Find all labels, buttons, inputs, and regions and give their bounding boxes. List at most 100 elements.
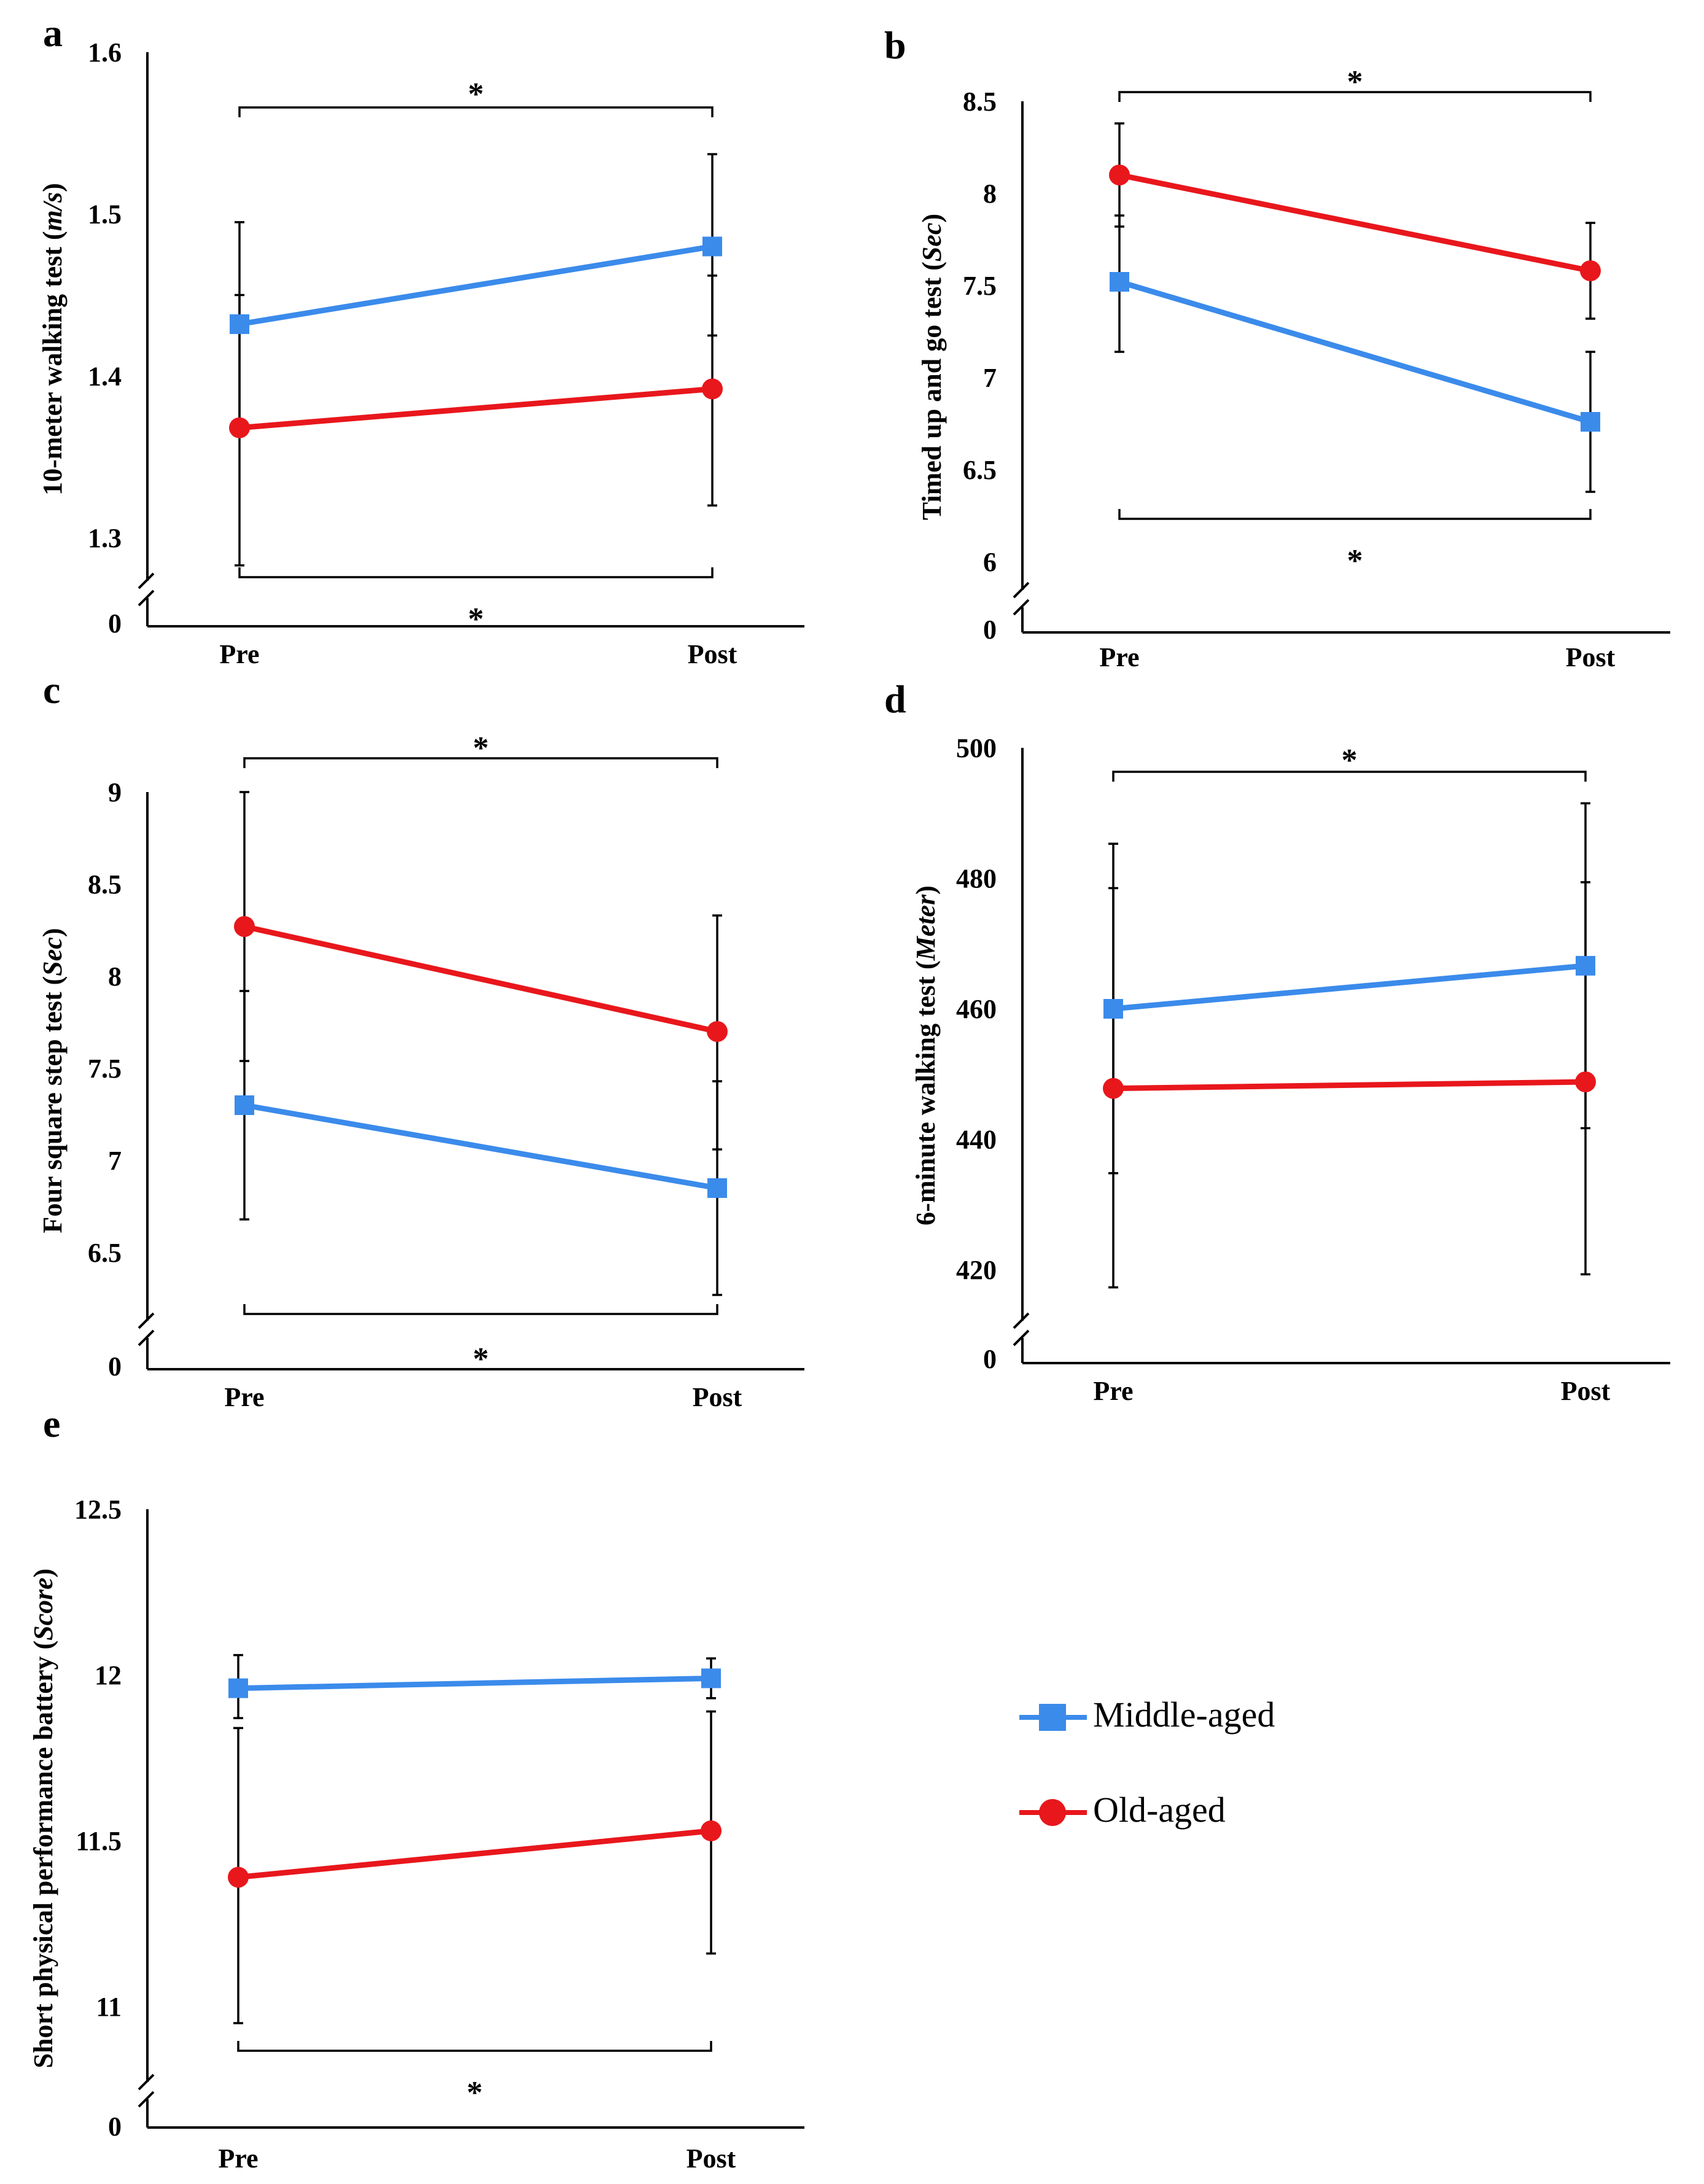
chart-panel-b: b 6 6.5 7 7.5 8 8.5 0 Pre Post Timed up and go tes… bbox=[884, 23, 1670, 672]
axis-break-mark-lower bbox=[138, 589, 155, 607]
y-axis-title-paren-close: ) bbox=[28, 1569, 58, 1578]
significance-star-bottom: * bbox=[468, 602, 484, 637]
y-tick-label: 11.5 bbox=[76, 1826, 122, 1856]
axis-break-mark-upper bbox=[138, 572, 155, 589]
y-axis-title-unit: Sec bbox=[37, 937, 68, 976]
chart-panel-d: d 420 440 460 480 500 0 Pre Post 6-minute walking… bbox=[884, 677, 1670, 1406]
y-tick-label: 7 bbox=[108, 1146, 122, 1176]
y-axis-title-paren-close: ) bbox=[37, 183, 68, 192]
y-tick-label: 6 bbox=[983, 547, 997, 577]
y-tick-label: 1.3 bbox=[88, 523, 122, 553]
axis-break-mark-upper bbox=[1013, 1312, 1030, 1329]
data-point-middle-aged bbox=[1576, 955, 1595, 976]
y-axis-title-paren-close: ) bbox=[917, 214, 947, 223]
y-tick-label: 440 bbox=[956, 1125, 997, 1155]
x-tick-label: Pre bbox=[1099, 642, 1139, 672]
legend-square-marker-icon bbox=[1039, 1704, 1066, 1731]
legend-label-old-aged: Old-aged bbox=[1093, 1790, 1226, 1830]
axis-break-mark-lower bbox=[138, 1329, 155, 1347]
y-tick-label: 11 bbox=[96, 1992, 122, 2022]
chart-panel-a: a 1.3 1.4 1.5 1.6 0 Pre Post 10-meter walking te… bbox=[37, 11, 804, 669]
data-point-old-aged bbox=[702, 378, 723, 400]
y-tick-label: 420 bbox=[956, 1255, 997, 1285]
chart-panel-e: e 11 11.5 12 12.5 0 Pre Post Short physical perf… bbox=[28, 1402, 804, 2174]
x-tick-label: Post bbox=[687, 2143, 736, 2174]
data-point-middle-aged bbox=[702, 236, 722, 257]
y-axis-title-paren-open: ( bbox=[917, 262, 947, 278]
y-axis-title-label: 10-meter walking test bbox=[37, 247, 68, 495]
y-axis-title-label: 6-minute walking test bbox=[911, 976, 941, 1226]
data-point-middle-aged bbox=[228, 1678, 248, 1698]
axis-break-mark-lower bbox=[138, 2091, 155, 2108]
significance-bracket-bottom bbox=[1118, 509, 1592, 520]
y-tick-label: 12.5 bbox=[74, 1494, 122, 1525]
significance-star-bottom: * bbox=[473, 1342, 489, 1377]
y-tick-label: 8 bbox=[983, 179, 997, 209]
significance-bracket-top bbox=[1118, 91, 1592, 102]
panel-letter: c bbox=[43, 668, 60, 712]
data-point-middle-aged bbox=[701, 1668, 721, 1689]
data-point-old-aged bbox=[1580, 260, 1601, 281]
series-line-middle-aged bbox=[239, 243, 713, 327]
series-line-middle-aged bbox=[1113, 963, 1586, 1012]
axis-break-mark-upper bbox=[138, 1312, 155, 1329]
y-tick-label: 480 bbox=[956, 864, 997, 894]
legend-item-middle-aged: Middle-aged bbox=[1019, 1692, 1511, 1741]
y-axis-title: 6-minute walking test (Meter) bbox=[911, 885, 941, 1226]
y-tick-label: 1.5 bbox=[88, 200, 122, 230]
y-tick-label: 7.5 bbox=[88, 1054, 122, 1084]
data-point-old-aged bbox=[234, 916, 255, 937]
y-axis-title-paren-open: ( bbox=[37, 231, 68, 247]
x-tick-label: Post bbox=[1566, 642, 1616, 672]
axis-break-mark-upper bbox=[138, 2073, 155, 2091]
y-tick-label: 500 bbox=[956, 733, 997, 763]
panel-letter: d bbox=[884, 677, 906, 721]
y-tick-label: 8 bbox=[108, 962, 122, 992]
x-tick-label: Pre bbox=[218, 2143, 258, 2174]
y-tick-label: 8.5 bbox=[88, 869, 122, 900]
data-point-middle-aged bbox=[1581, 412, 1600, 432]
significance-star-bottom: * bbox=[467, 2075, 483, 2110]
y-tick-label: 12 bbox=[95, 1660, 122, 1690]
series-line-middle-aged bbox=[1118, 279, 1592, 425]
y-tick-label: 460 bbox=[956, 994, 997, 1024]
significance-bracket-top bbox=[1112, 771, 1587, 782]
data-point-middle-aged bbox=[235, 1095, 254, 1115]
y-axis-title: 10-meter walking test (m/s) bbox=[37, 183, 68, 495]
y-tick-label: 1.4 bbox=[88, 361, 122, 391]
y-tick-label-zero: 0 bbox=[983, 615, 997, 645]
y-tick-label-zero: 0 bbox=[108, 1351, 122, 1382]
x-tick-label: Post bbox=[1561, 1376, 1611, 1406]
significance-bracket-bottom bbox=[238, 567, 714, 578]
x-tick-label: Pre bbox=[1093, 1376, 1133, 1406]
y-axis-title-label: Four square step test bbox=[37, 992, 68, 1233]
y-axis-title-unit: m/s bbox=[37, 192, 68, 231]
data-point-old-aged bbox=[1103, 1078, 1124, 1099]
x-tick-label: Post bbox=[688, 639, 737, 669]
legend-circle-marker-icon bbox=[1039, 1799, 1066, 1826]
series-line-old-aged bbox=[238, 1828, 712, 1880]
significance-bracket-bottom bbox=[243, 1304, 718, 1315]
chart-panel-c: c 6.5 7 7.5 8 8.5 9 0 Pre Post Four square step te… bbox=[37, 668, 804, 1412]
series-line-middle-aged bbox=[238, 1675, 712, 1692]
axis-break-mark-lower bbox=[1013, 599, 1030, 616]
y-axis-title-paren-close: ) bbox=[37, 928, 68, 938]
data-point-old-aged bbox=[229, 417, 250, 438]
panel-letter: b bbox=[884, 23, 906, 67]
legend-label-middle-aged: Middle-aged bbox=[1093, 1695, 1275, 1735]
y-tick-label: 7.5 bbox=[963, 271, 997, 301]
series-line-old-aged bbox=[244, 923, 718, 1035]
data-point-old-aged bbox=[1575, 1071, 1596, 1092]
y-axis-title-paren-open: ( bbox=[28, 1641, 58, 1657]
significance-star-top: * bbox=[1342, 743, 1358, 778]
axis-break-mark-lower bbox=[1013, 1329, 1030, 1347]
y-tick-label: 9 bbox=[108, 777, 122, 807]
y-axis-title: Four square step test (Sec) bbox=[37, 928, 68, 1234]
significance-bracket-top bbox=[243, 757, 718, 768]
series-line-old-aged bbox=[1113, 1079, 1586, 1092]
y-tick-label: 6.5 bbox=[963, 455, 997, 485]
y-axis-title-unit: Score bbox=[28, 1577, 58, 1641]
data-point-middle-aged bbox=[1103, 999, 1123, 1019]
y-axis-title-label: Short physical performance battery bbox=[28, 1657, 58, 2069]
